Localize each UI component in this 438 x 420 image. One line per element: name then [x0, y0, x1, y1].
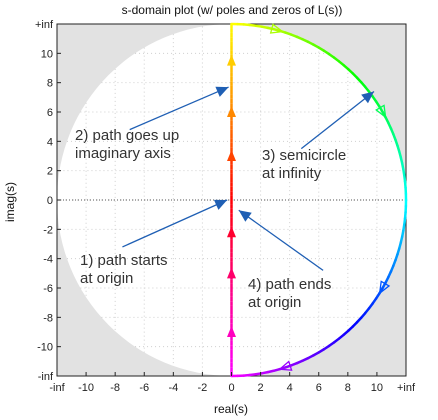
direction-arrow-arc: [278, 360, 293, 371]
annotation-text: at origin: [80, 270, 133, 287]
annotation-arrow-line: [238, 209, 324, 271]
y-tick-label: 4: [47, 136, 53, 148]
direction-arrow-axis: [227, 226, 236, 238]
annotation-text: 2) path goes up: [75, 127, 179, 144]
annotation-arrow-head: [215, 86, 229, 97]
x-axis-label: real(s): [214, 402, 248, 416]
direction-arrow-axis: [227, 267, 236, 279]
y-axis-label: imag(s): [3, 182, 17, 222]
annotation-text: 4) path ends: [248, 276, 331, 293]
y-tick-label: 2: [47, 166, 53, 178]
direction-arrow-axis: [227, 150, 236, 161]
x-tick-label: -4: [168, 382, 178, 394]
y-tick-label: 10: [41, 48, 53, 60]
annotation-arrow-line: [122, 199, 228, 248]
y-tick-label: 6: [47, 107, 53, 119]
direction-arrow-arc: [375, 104, 387, 119]
y-tick-label: -4: [43, 254, 53, 266]
x-tick-label: 2: [258, 382, 264, 394]
y-tick-label: +inf: [35, 19, 54, 31]
y-tick-labels: +inf 10 8 6 4 2 0 -2 -4 -6 -8 -10 -inf: [35, 19, 61, 383]
x-tick-label: +inf: [397, 382, 416, 394]
x-tick-label: -6: [139, 382, 149, 394]
y-tick-label: -10: [37, 342, 53, 354]
annotation-text: 3) semicircle: [262, 147, 346, 164]
y-tick-label: 0: [47, 195, 53, 207]
x-tick-label: -8: [110, 382, 120, 394]
x-tick-label: -inf: [49, 382, 65, 394]
direction-arrow-arc: [378, 280, 391, 295]
y-tick-label: -6: [43, 283, 53, 295]
annotation-text: at infinity: [262, 165, 322, 182]
annotation-arrow-line: [129, 86, 229, 131]
annotation-arrow-head: [213, 199, 228, 210]
annotation-arrow-head: [361, 91, 375, 104]
direction-markers: [227, 23, 391, 371]
x-tick-label: 4: [287, 382, 293, 394]
x-tick-labels: -inf -10 -8 -6 -4 -2 0 2 4 6 8 10 +inf: [49, 372, 416, 394]
y-tick-label: 8: [47, 78, 53, 90]
annotation-arrow-head: [238, 210, 252, 222]
chart-title: s-domain plot (w/ poles and zeros of L(s…: [122, 3, 343, 17]
annotation-arrow-line: [300, 90, 375, 150]
y-tick-label: -inf: [38, 371, 54, 383]
y-tick-label: -2: [43, 224, 53, 236]
y-tick-label: -8: [43, 312, 53, 324]
annotation-text: at origin: [248, 294, 301, 311]
x-tick-label: 6: [316, 382, 322, 394]
x-tick-label: 8: [345, 382, 351, 394]
direction-arrow-axis: [227, 106, 236, 117]
x-tick-label: -10: [78, 382, 94, 394]
x-tick-label: -2: [198, 382, 208, 394]
direction-arrow-axis: [227, 326, 236, 337]
annotation-text: imaginary axis: [75, 145, 171, 162]
annotation-text: 1) path starts: [80, 252, 168, 269]
x-tick-label: 0: [228, 382, 234, 394]
direction-arrow-arc: [269, 23, 285, 34]
x-tick-label: 10: [371, 382, 383, 394]
direction-arrow-axis: [227, 54, 236, 66]
